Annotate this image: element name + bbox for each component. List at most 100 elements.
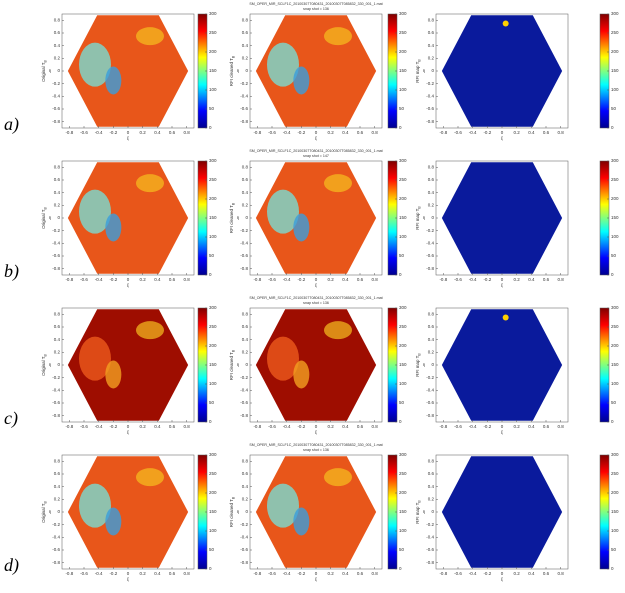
x-tick-label: 0.4 [528, 277, 535, 282]
colorbar-tick-label: 200 [611, 49, 619, 54]
x-axis-label: ξ [127, 136, 129, 141]
y-tick-label: -0.8 [52, 413, 60, 418]
colorbar-tick-label: 100 [611, 381, 619, 386]
colorbar-label-sub: B [43, 206, 47, 209]
colorbar-label: Original TB [41, 59, 47, 81]
y-tick-label: -0.6 [52, 400, 60, 405]
colorbar-tick-label: 300 [611, 158, 619, 163]
x-tick-label: -0.2 [297, 277, 305, 282]
heatmap-patch [293, 66, 310, 95]
y-tick-label: -0.2 [426, 81, 434, 86]
y-tick-label: -0.2 [52, 375, 60, 380]
x-tick-label: 0 [127, 130, 130, 135]
y-tick-label: -0.4 [52, 241, 60, 246]
x-tick-label: 0.8 [558, 277, 565, 282]
y-tick-label: -0.6 [426, 106, 434, 111]
x-tick-label: -0.2 [109, 277, 117, 282]
x-tick-label: 0.2 [140, 571, 147, 576]
x-tick-label: 0.4 [528, 571, 535, 576]
x-tick-label: -0.6 [454, 277, 462, 282]
x-tick-label: -0.4 [95, 130, 103, 135]
x-tick-label: -0.2 [109, 571, 117, 576]
x-tick-label: 0.4 [154, 571, 161, 576]
y-tick-label: 0.6 [54, 30, 61, 35]
colorbar-tick-label: 300 [611, 11, 619, 16]
x-tick-label: -0.8 [439, 277, 447, 282]
colorbar-tick-label: 0 [399, 566, 402, 571]
x-axis-label: ξ [501, 283, 503, 288]
colorbar-tick-label: 150 [209, 215, 217, 220]
x-tick-label: 0.6 [169, 277, 176, 282]
x-tick-label: 0.4 [154, 277, 161, 282]
x-tick-label: 0.6 [357, 424, 364, 429]
x-tick-label: 0.2 [328, 571, 335, 576]
colorbar-tick-label: 300 [611, 452, 619, 457]
heatmap-patch [293, 507, 310, 536]
y-tick-label: 0 [431, 509, 434, 514]
x-axis-label: ξ [315, 283, 317, 288]
colorbar-label-sub: B [231, 55, 235, 58]
x-tick-label: -0.4 [469, 130, 477, 135]
y-tick-label: 0.2 [428, 203, 435, 208]
x-tick-label: 0.8 [372, 277, 379, 282]
y-tick-label: -0.8 [240, 119, 248, 124]
x-tick-label: 0 [315, 277, 318, 282]
colorbar-label-sub: B [417, 500, 421, 503]
x-tick-label: -0.2 [483, 571, 491, 576]
heatmap-patch [267, 42, 299, 87]
colorbar-tick-label: 150 [209, 68, 217, 73]
y-axis-label: η [49, 362, 52, 367]
heatmap-patch [293, 213, 310, 242]
y-tick-label: 0.2 [242, 350, 249, 355]
colorbar-label-sub: B [417, 59, 421, 62]
colorbar-tick-label: 200 [209, 49, 217, 54]
x-tick-label: 0 [501, 277, 504, 282]
heatmap-patch [136, 27, 164, 46]
y-tick-label: -0.2 [426, 375, 434, 380]
x-tick-label: 0.6 [543, 571, 550, 576]
y-tick-label: 0.2 [54, 56, 61, 61]
row-label: b) [4, 261, 19, 282]
y-tick-label: 0.2 [54, 350, 61, 355]
y-tick-label: -0.2 [240, 228, 248, 233]
colorbar-tick-label: 250 [399, 177, 407, 182]
x-tick-label: -0.4 [469, 571, 477, 576]
y-tick-label: -0.6 [426, 547, 434, 552]
colorbar-tick-label: 200 [611, 490, 619, 495]
y-tick-label: 0.4 [242, 43, 249, 48]
heatmap-patch [136, 468, 164, 487]
y-tick-label: 0.6 [54, 324, 61, 329]
heatmap-patch [79, 189, 111, 234]
colorbar-label-text: RFI cleaned T [229, 352, 234, 380]
y-tick-label: 0.6 [428, 30, 435, 35]
x-tick-label: -0.4 [283, 571, 291, 576]
y-axis-label: η [423, 362, 426, 367]
colorbar-tick-label: 250 [399, 471, 407, 476]
y-tick-label: 0 [57, 215, 60, 220]
x-axis-label: ξ [127, 430, 129, 435]
y-tick-label: 0 [57, 68, 60, 73]
y-tick-label: -0.4 [426, 241, 434, 246]
x-tick-label: -0.2 [297, 571, 305, 576]
x-tick-label: -0.6 [454, 571, 462, 576]
x-tick-label: 0.2 [514, 424, 521, 429]
x-tick-label: -0.8 [439, 571, 447, 576]
y-tick-label: -0.8 [426, 266, 434, 271]
colorbar-tick-label: 250 [399, 30, 407, 35]
heatmap-patch [105, 66, 122, 95]
y-axis-label: η [423, 215, 426, 220]
x-tick-label: 0.6 [169, 130, 176, 135]
colorbar-label: RFI map TB [415, 353, 421, 377]
x-tick-label: -0.6 [268, 424, 276, 429]
x-tick-label: 0.4 [154, 130, 161, 135]
colorbar-tick-label: 0 [399, 272, 402, 277]
x-tick-label: -0.6 [80, 277, 88, 282]
x-tick-label: -0.4 [95, 277, 103, 282]
x-tick-label: -0.6 [268, 277, 276, 282]
colorbar-label: Original TB [41, 500, 47, 522]
y-tick-label: -0.4 [240, 388, 248, 393]
colorbar-tick-label: 150 [209, 509, 217, 514]
colorbar-tick-label: 0 [209, 125, 212, 130]
colorbar-tick-label: 200 [209, 196, 217, 201]
colorbar-label-text: Original T [41, 209, 46, 229]
